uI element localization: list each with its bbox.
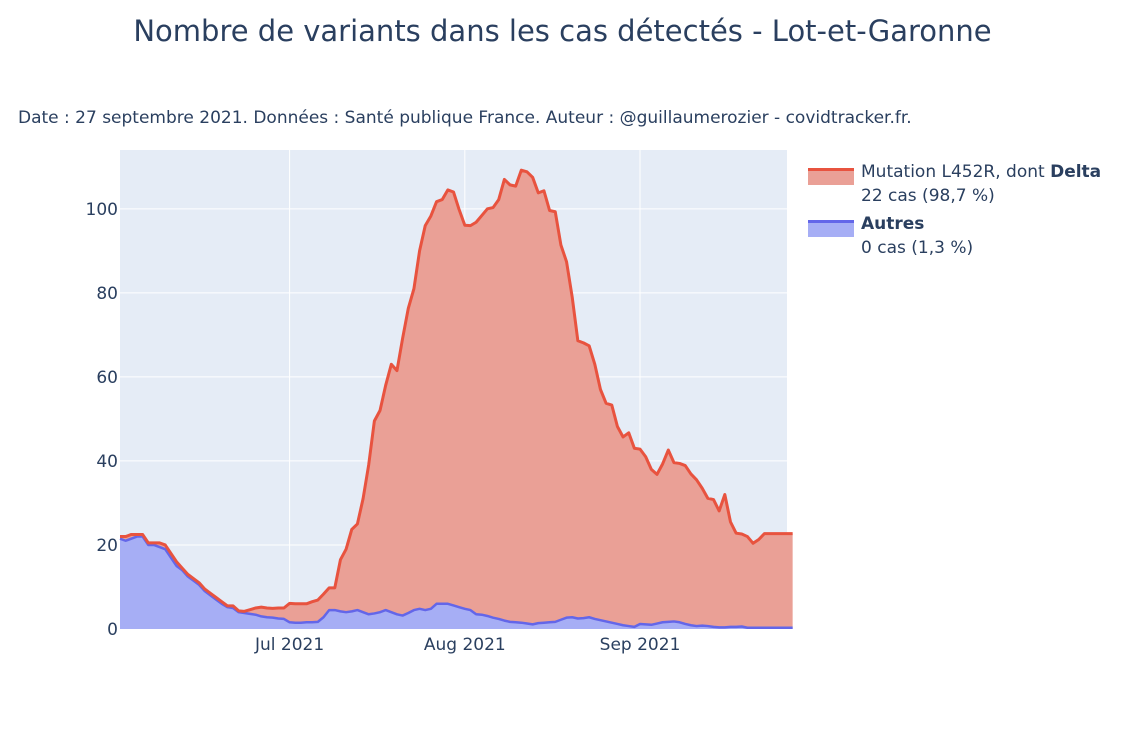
- legend-label-bold: Autres: [861, 214, 925, 234]
- series-areas: [120, 170, 793, 629]
- y-tick-label: 60: [96, 368, 118, 388]
- y-tick-label: 0: [107, 620, 118, 640]
- x-tick-label: Aug 2021: [424, 635, 506, 655]
- legend-label-bold: Delta: [1050, 162, 1102, 182]
- x-axis-ticks: Jul 2021 Aug 2021 Sep 2021: [254, 635, 680, 655]
- x-tick-label: Sep 2021: [600, 635, 681, 655]
- legend-detail: 0 cas (1,3 %): [861, 238, 974, 258]
- y-axis-ticks: 0 20 40 60 80 100: [86, 200, 118, 640]
- area-delta: [120, 170, 793, 628]
- line-autres: [119, 535, 793, 629]
- x-tick-label: Jul 2021: [254, 635, 324, 655]
- y-tick-label: 20: [96, 536, 118, 556]
- y-tick-label: 100: [86, 200, 118, 220]
- area-autres: [120, 536, 793, 629]
- legend-label-prefix: Mutation L452R, dont: [861, 162, 1051, 182]
- y-tick-label: 80: [96, 284, 118, 304]
- chart-subtitle: Date : 27 septembre 2021. Données : Sant…: [18, 108, 912, 128]
- y-tick-label: 40: [96, 452, 118, 472]
- legend-swatch-autres: [808, 220, 854, 237]
- chart-title: Nombre de variants dans les cas détectés…: [133, 14, 992, 48]
- legend-detail: 22 cas (98,7 %): [861, 186, 995, 206]
- legend-swatch-delta: [808, 168, 854, 185]
- series-lines: [119, 168, 793, 629]
- line-delta: [120, 168, 793, 613]
